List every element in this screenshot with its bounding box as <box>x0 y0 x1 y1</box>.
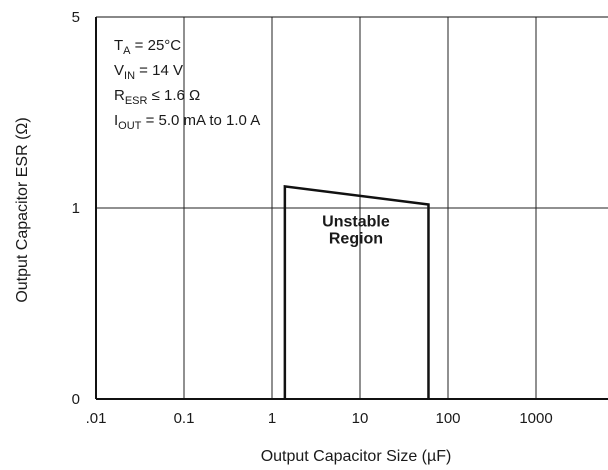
y-tick-label: 0 <box>72 391 80 408</box>
condition-line: IOUT = 5.0 mA to 1.0 A <box>114 112 260 132</box>
axes <box>95 16 608 400</box>
x-tick-labels: .01 0.1 1 10 100 1000 <box>86 410 553 427</box>
y-tick-label: 1 <box>72 200 80 217</box>
region-annotation: Unstable <box>322 214 390 231</box>
x-tick-label: 10 <box>352 410 369 427</box>
y-tick-labels: 0 1 5 <box>72 9 80 408</box>
condition-line: VIN = 14 V <box>114 62 183 82</box>
x-tick-label: 100 <box>435 410 460 427</box>
condition-line: TA = 25°C <box>114 37 181 57</box>
x-tick-label: .01 <box>86 410 107 427</box>
region-annotation: Region <box>329 231 383 248</box>
x-tick-label: 0.1 <box>174 410 195 427</box>
unstable-region-boundary <box>283 184 430 399</box>
grid-lines <box>96 17 608 399</box>
data-series <box>283 184 430 399</box>
x-tick-label: 1000 <box>519 410 552 427</box>
conditions-block: TA = 25°C VIN = 14 V RESR ≤ 1.6 Ω IOUT = 5.… <box>114 37 260 132</box>
x-tick-label: 1 <box>268 410 276 427</box>
y-tick-label: 5 <box>72 9 80 26</box>
condition-line: RESR ≤ 1.6 Ω <box>114 87 200 107</box>
y-axis-label: Output Capacitor ESR (Ω) <box>14 117 31 302</box>
x-axis-label: Output Capacitor Size (µF) <box>261 448 452 465</box>
